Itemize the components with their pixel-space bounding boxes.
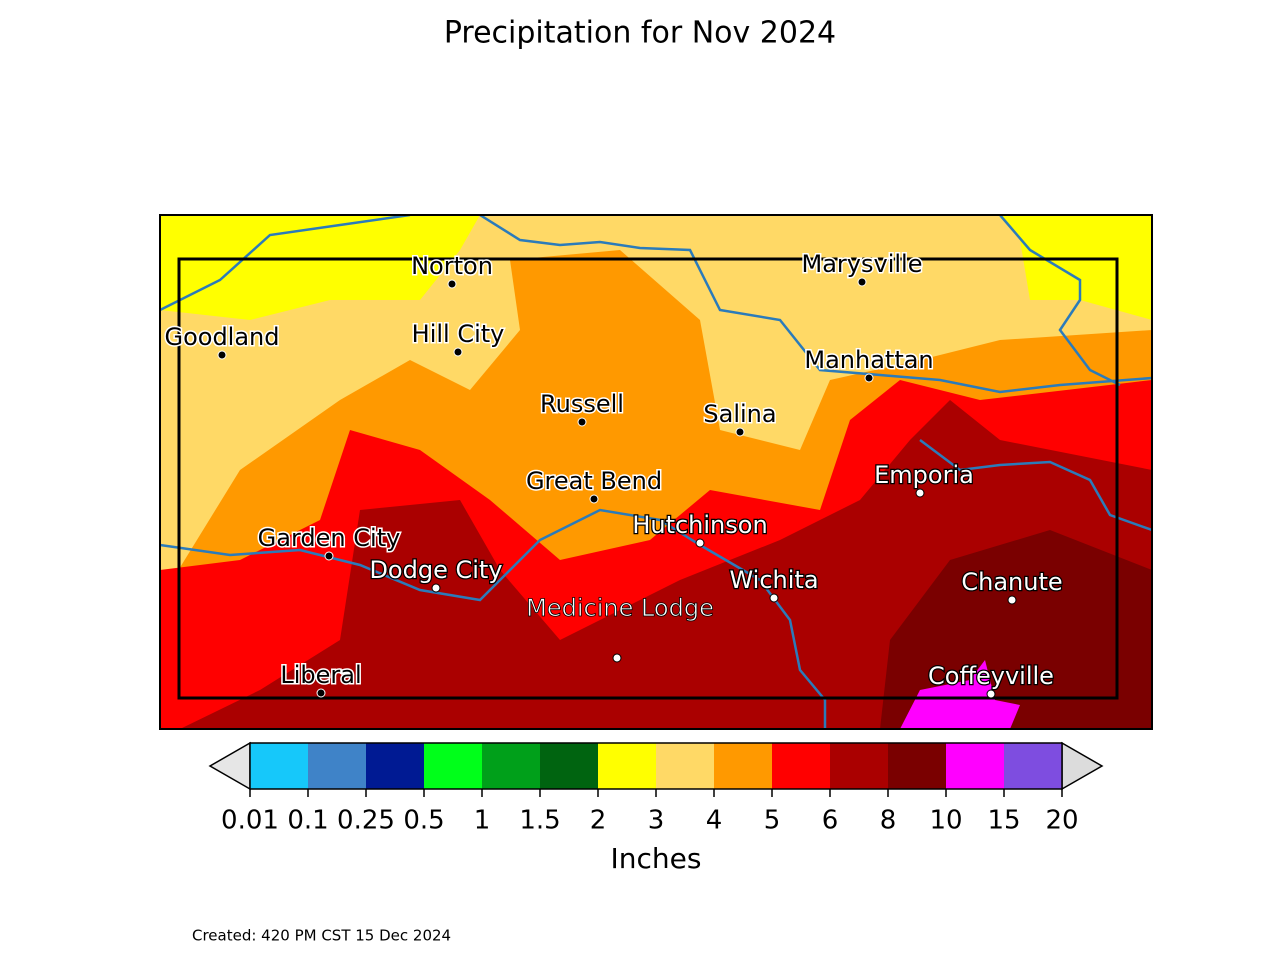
city-dot <box>316 688 326 698</box>
river <box>999 215 1121 387</box>
city-dot <box>1007 595 1017 605</box>
city-dot <box>447 279 457 289</box>
map-frame <box>159 214 1153 730</box>
river <box>160 508 827 729</box>
state-border <box>177 257 1119 700</box>
city-label: Emporia <box>874 461 974 489</box>
colorbar-tick-label: 0.25 <box>337 806 395 836</box>
colorbar-bin <box>308 743 366 789</box>
city-dot <box>857 277 867 287</box>
city-label: Salina <box>703 400 776 428</box>
city-label: Russell <box>540 390 624 418</box>
colorbar-extend <box>1061 741 1104 791</box>
city-label: Dodge City <box>369 556 502 584</box>
colorbar-tick-label: 3 <box>648 806 665 836</box>
city-label: Norton <box>411 252 493 280</box>
city-label: Hutchinson <box>632 511 767 539</box>
colorbar-bin <box>888 743 946 789</box>
city-dot <box>735 427 745 437</box>
colorbar-tick-label: 0.01 <box>221 806 279 836</box>
city-label-box: Medicine Lodge <box>526 594 715 623</box>
colorbar-tick-label: 20 <box>1045 806 1078 836</box>
map: Norton Marysville Goodland Hill City Man… <box>159 214 1153 730</box>
cities: Norton Marysville Goodland Hill City Man… <box>163 249 1064 699</box>
city-label: Hill City <box>412 320 505 348</box>
colorbar-bin <box>424 743 482 789</box>
city-label: Goodland <box>164 323 279 351</box>
colorbar-bin <box>250 743 308 789</box>
river <box>919 439 1152 532</box>
colorbar-label: Inches <box>611 842 702 875</box>
city-label: Great Bend <box>526 467 662 495</box>
city-dot <box>915 488 925 498</box>
precip-area <box>1000 215 1152 320</box>
colorbar-bin <box>540 743 598 789</box>
colorbar-bin <box>1004 743 1062 789</box>
city-dot <box>769 593 779 603</box>
colorbar-extend <box>208 741 251 791</box>
colorbar-tick-label: 6 <box>822 806 839 836</box>
footer-note: Created: 420 PM CST 15 Dec 2024 <box>192 927 451 945</box>
map-title: Precipitation for Nov 2024 <box>444 16 836 51</box>
city-label: Medicine Lodge <box>526 594 715 623</box>
city-label: Wichita <box>729 566 818 594</box>
colorbar-tick-label: 0.5 <box>403 806 444 836</box>
city-dot <box>986 689 996 699</box>
colorbar-tick-label: 4 <box>706 806 723 836</box>
city-label: Coffeyville <box>928 662 1054 690</box>
colorbar-bin <box>714 743 772 789</box>
colorbar-tick-label: 5 <box>764 806 781 836</box>
precip-area <box>160 215 480 320</box>
precip-area <box>880 530 1152 729</box>
city-dot <box>431 583 441 593</box>
colorbar: 0.01 0.1 0.25 0.5 1 1.5 2 3 4 5 6 8 10 15 20 <box>208 741 1104 836</box>
colorbar-tick-label: 2 <box>590 806 607 836</box>
colorbar-tick-label: 10 <box>929 806 962 836</box>
colorbar-tick-label: 1.5 <box>519 806 560 836</box>
colorbar-tick-label: 1 <box>474 806 491 836</box>
colorbar-bin <box>598 743 656 789</box>
city-dot <box>695 538 705 548</box>
river <box>160 215 1152 394</box>
colorbar-bin <box>946 743 1004 789</box>
city-dot <box>453 347 463 357</box>
city-label: Liberal <box>280 661 361 689</box>
precip-area <box>900 660 1020 729</box>
colorbar-tick-label: 8 <box>880 806 897 836</box>
colorbar-bin <box>830 743 888 789</box>
city-label: Manhattan <box>804 346 933 374</box>
city-dot <box>612 653 622 663</box>
city-dot <box>864 373 874 383</box>
colorbar-bin <box>656 743 714 789</box>
colorbar-bin <box>366 743 424 789</box>
colorbar-tick-label: 15 <box>987 806 1020 836</box>
city-label: Marysville <box>802 250 923 278</box>
colorbar-tick-label: 0.1 <box>287 806 328 836</box>
city-dot <box>217 350 227 360</box>
colorbar-bin <box>772 743 830 789</box>
colorbar-bin <box>482 743 540 789</box>
city-dot <box>324 551 334 561</box>
city-dot <box>589 494 599 504</box>
city-dot <box>577 417 587 427</box>
city-label: Garden City <box>258 524 401 552</box>
city-label: Chanute <box>961 568 1062 596</box>
